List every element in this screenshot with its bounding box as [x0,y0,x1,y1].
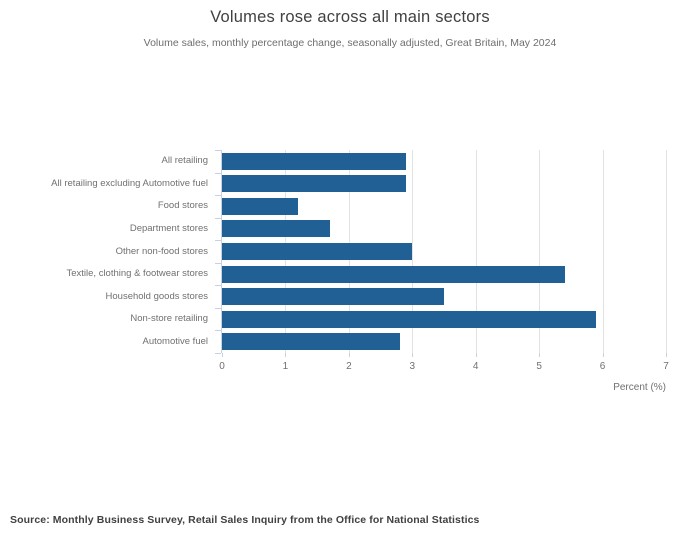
x-axis-tick [602,353,604,357]
bar-chart: All retailing All retailing excluding Aut… [51,150,669,393]
y-axis-tick [215,217,221,219]
gridline [412,150,414,353]
y-axis-tick [215,240,221,242]
x-tick-label: 7 [663,361,669,372]
x-axis-title: Percent (%) [613,382,666,393]
category-label: Non-store retailing [130,313,208,325]
x-tick-label: 6 [599,361,606,372]
x-axis-tick [475,353,477,357]
gridline [602,150,604,353]
bar-all-retailing [222,152,406,170]
gridline [539,150,541,353]
gridline [666,150,667,353]
chart-title: Volumes rose across all main sectors [210,8,490,26]
y-axis-tick [215,307,221,309]
bar-department-stores [222,220,330,238]
x-tick-label: 1 [282,361,289,372]
y-axis-tick [215,330,221,332]
y-axis-tick [215,353,221,354]
y-axis-tick [215,150,221,151]
bar-household-goods-stores [222,288,444,306]
category-label: Food stores [157,200,208,212]
y-axis-line [221,150,222,353]
category-label: Automotive fuel [142,335,208,347]
x-axis-tick [412,353,414,357]
bar-automotive-fuel [222,333,400,351]
category-label: Textile, clothing & footwear stores [66,268,208,280]
category-label: Other non-food stores [115,245,208,257]
x-axis-tick [285,353,287,357]
x-axis-tick [222,353,223,357]
x-axis-tick [539,353,541,357]
bar-non-store-retailing [222,310,597,328]
x-tick-label: 0 [219,361,225,372]
y-axis-tick [215,285,221,287]
bar-textile-clothing-footwear-stores [222,265,565,283]
bar-all-retailing-excluding-automotive-fuel [222,175,406,193]
source-text: Source: Monthly Business Survey, Retail … [10,514,480,526]
y-axis-tick [215,262,221,264]
chart-subtitle: Volume sales, monthly percentage change,… [143,37,557,49]
x-tick-label: 4 [472,361,479,372]
x-tick-label: 3 [409,361,416,372]
x-tick-label: 5 [536,361,542,372]
category-label: All retailing excluding Automotive fuel [51,177,208,189]
x-axis-tick [348,353,350,357]
category-label: Household goods stores [105,290,208,302]
plot-area [215,150,667,357]
bar-food-stores [222,197,299,215]
y-axis-tick [215,172,221,174]
category-label: All retailing [161,155,208,167]
y-axis-tick [215,195,221,197]
x-tick-label: 2 [346,361,352,372]
x-axis-tick [666,353,667,357]
gridline [475,150,477,353]
category-label: Department stores [129,222,208,234]
bar-other-non-food-stores [222,243,413,260]
